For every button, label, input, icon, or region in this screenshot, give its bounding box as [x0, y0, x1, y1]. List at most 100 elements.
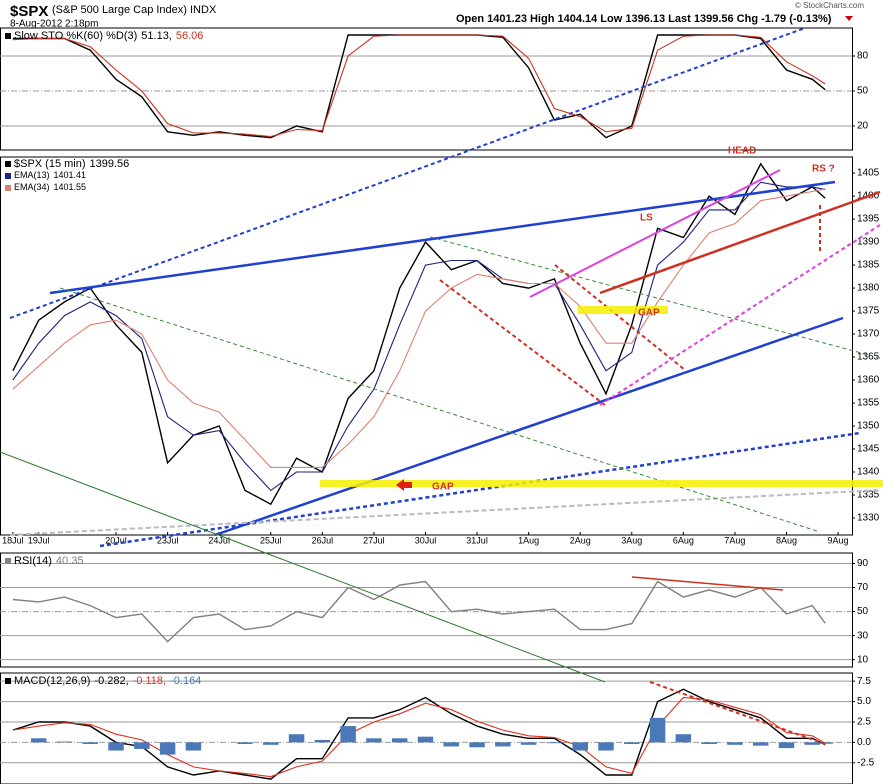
histogram-bar: [546, 742, 563, 744]
histogram-bar: [752, 742, 769, 746]
y-tick-label: 1340: [857, 467, 880, 478]
trendline: [9, 27, 806, 319]
series-line: [12, 696, 826, 778]
legend-swatch: [5, 558, 11, 564]
histogram-bar: [314, 739, 331, 743]
quote: Open 1401.23 High 1404.14 Low 1396.13 La…: [456, 13, 832, 25]
x-tick-label: 27Jul: [363, 535, 385, 545]
histogram-bar: [340, 726, 356, 743]
panel-frame: [0, 156, 853, 536]
x-tick-label: 2Aug: [570, 535, 591, 545]
annotation: LS: [640, 213, 653, 224]
series-line: [12, 181, 826, 492]
legend: Slow STO %K(60) %D(3) 51.13, 56.06: [14, 30, 203, 42]
legend-value: -0.164: [170, 675, 201, 687]
x-tick-label: 25Jul: [260, 535, 282, 545]
histogram-bar: [185, 742, 202, 751]
x-tick-label: 23Jul: [157, 535, 179, 545]
legend-title: MACD(12,26,9): [14, 675, 90, 687]
panel: 20 50 80 Slow STO %K(60) %D(3) 51.13, 56.06: [0, 27, 869, 151]
x-tick-label: 7Aug: [724, 535, 745, 545]
trendline: [631, 576, 784, 591]
histogram-bar: [443, 742, 460, 747]
x-tick-label: 8Aug: [776, 535, 797, 545]
y-tick-label: 1395: [857, 214, 880, 225]
histogram-bar: [417, 736, 434, 743]
x-tick-label: 20Jul: [105, 535, 127, 545]
panel: 10 30 50 70 90 RSI(14) 40.35: [0, 552, 869, 668]
gap-band: [578, 306, 668, 314]
annotations: [0, 27, 883, 746]
y-tick-label: 1360: [857, 375, 880, 386]
panel-frame: [0, 672, 853, 784]
histogram-bar: [469, 742, 485, 748]
x-tick-label: 24Jul: [208, 535, 230, 545]
legend-value: 40.35: [56, 555, 84, 567]
y-tick-label: 1380: [857, 283, 880, 294]
gap-arrow: [396, 479, 412, 491]
y-tick-label: 70: [857, 582, 869, 593]
trendline: [9, 489, 881, 536]
histogram-bar: [778, 742, 795, 749]
histogram-bar: [366, 738, 382, 743]
legend-swatch: [5, 173, 11, 179]
annotation: GAP: [638, 308, 660, 319]
series-line: [12, 188, 826, 468]
gap-band: [320, 480, 883, 487]
legend-value: -0.118,: [133, 675, 166, 687]
annotation: RS ?: [812, 164, 835, 175]
legend-name: EMA(13): [14, 170, 50, 180]
x-tick-label: 19Jul: [28, 535, 50, 545]
legend-name: EMA(34): [14, 182, 50, 192]
panel-frame: [0, 552, 853, 668]
x-tick-label: 3Aug: [621, 535, 642, 545]
legend: $SPX (15 min) 1399.56: [14, 158, 129, 170]
legend-swatch: [5, 33, 11, 39]
histogram-bar: [675, 734, 692, 743]
legend-name: $SPX (15 min): [14, 158, 86, 170]
legend-title: Slow STO %K(60) %D(3): [14, 30, 137, 42]
y-tick-label: 2.5: [857, 717, 871, 728]
x-tick-label: 18Jul: [2, 535, 24, 545]
y-tick-label: 7.5: [857, 676, 871, 687]
y-tick-label: 1345: [857, 444, 880, 455]
legend: EMA(13) 1401.41: [14, 170, 86, 180]
histogram-bar: [108, 742, 124, 751]
legend-value: 1399.56: [90, 158, 130, 170]
y-tick-label: 1350: [857, 421, 880, 432]
y-tick-label: 1370: [857, 329, 880, 340]
trendline: [429, 236, 881, 359]
histogram-bar: [572, 742, 588, 751]
histogram-bar: [649, 717, 666, 743]
legend-swatch: [5, 678, 11, 684]
y-tick-label: 30: [857, 630, 869, 641]
series-line: [12, 580, 826, 643]
x-tick-label: 26Jul: [312, 535, 334, 545]
x-tick-label: 9Aug: [828, 535, 849, 545]
y-tick-label: 90: [857, 558, 869, 569]
y-tick-label: 50: [857, 606, 869, 617]
trendline: [99, 431, 861, 548]
legend-value: 56.06: [176, 30, 204, 42]
histogram-bar: [520, 742, 537, 745]
histogram-bar: [134, 742, 150, 749]
y-tick-label: 1365: [857, 352, 880, 363]
histogram-bar: [624, 742, 640, 745]
legend-value: 1401.41: [54, 170, 87, 180]
histogram-bar: [237, 742, 253, 745]
y-tick-label: 20: [857, 121, 869, 132]
legend: MACD(12,26,9) -0.282, -0.118, -0.164: [14, 675, 201, 687]
legend-value: 1401.55: [54, 182, 87, 192]
legend-value: -0.282,: [94, 675, 128, 687]
y-tick-label: 1335: [857, 490, 880, 501]
trendline: [49, 180, 836, 295]
down-arrow: [845, 16, 853, 21]
y-tick-label: 1405: [857, 168, 880, 179]
trendline: [649, 681, 829, 746]
histogram-bar: [82, 742, 98, 745]
legend: EMA(34) 1401.55: [14, 182, 86, 192]
x-tick-label: 6Aug: [673, 535, 694, 545]
y-tick-label: 10: [857, 654, 869, 665]
trendline: [529, 169, 781, 298]
